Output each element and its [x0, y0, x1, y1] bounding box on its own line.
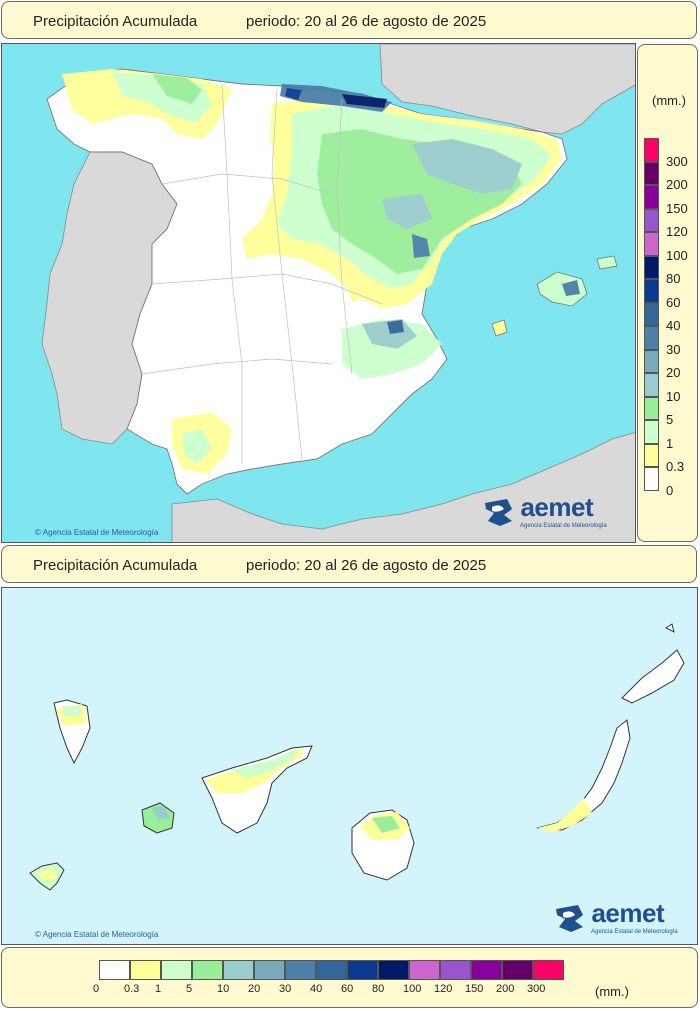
legend-unit: (mm.): [652, 93, 686, 108]
bottom-aemet-logo: aemet Agencia Estatal de Meteorología: [553, 898, 678, 935]
legend-swatch-h: [223, 960, 254, 980]
legend-swatch-h: [471, 960, 502, 980]
legend-label-h: 60: [341, 983, 354, 995]
legend-label-h: 1: [155, 983, 162, 995]
ibiza-island: [491, 319, 508, 337]
legend-label: 10: [666, 388, 681, 404]
canarias-map-svg: [29, 623, 685, 891]
legend-label-h: 40: [310, 983, 323, 995]
copyright-icon: ©: [35, 528, 41, 537]
top-credit-text: Agencia Estatal de Meteorología: [42, 528, 159, 537]
aemet-logo-sub: Agencia Estatal de Meteorología: [520, 522, 607, 529]
legend-swatch: [644, 138, 659, 162]
legend-swatch-h: [192, 960, 223, 980]
vertical-legend: (mm.) 300 200 150 120 100 80 60 40 30 20 10 5 1 0.3 0: [637, 44, 698, 542]
legend-label: 100: [666, 247, 688, 263]
legend-swatch: [644, 185, 659, 209]
legend-label: 0.3: [666, 459, 685, 474]
legend-label-h: 150: [465, 983, 484, 995]
top-title: Precipitación Acumulada: [33, 13, 198, 30]
legend-swatch: [644, 161, 659, 185]
legend-swatch-h: [502, 960, 533, 980]
legend-label-h: 200: [496, 983, 515, 995]
bottom-period: periodo: 20 al 26 de agosto de 2025: [246, 557, 487, 574]
legend-swatch: [644, 396, 659, 420]
islet-north: [665, 623, 675, 633]
aemet-logo-sub: Agencia Estatal de Meteorología: [591, 928, 678, 935]
canarias-map: © Agencia Estatal de Meteorología aemet …: [1, 587, 698, 945]
legend-swatch: [644, 373, 659, 397]
legend-label: 150: [666, 200, 688, 216]
top-period: periodo: 20 al 26 de agosto de 2025: [246, 13, 487, 30]
legend-swatch-h: [533, 960, 564, 980]
legend-swatch: [644, 255, 659, 279]
legend-swatch: [644, 279, 659, 303]
legend-swatch: [644, 420, 659, 444]
aemet-logo-word: aemet: [520, 492, 594, 522]
legend-label-h: 10: [217, 983, 230, 995]
legend-swatch-h: [99, 960, 130, 980]
legend-label-h: 300: [527, 983, 546, 995]
legend-label-h: 20: [248, 983, 261, 995]
africa-land: [171, 432, 635, 542]
legend-label-h: 5: [186, 983, 193, 995]
province-lines: [141, 83, 383, 464]
aemet-logo-icon: [485, 498, 512, 526]
bottom-credit-text: Agencia Estatal de Meteorología: [42, 930, 159, 939]
legend-swatch: [644, 443, 659, 467]
legend-unit-h: (mm.): [595, 984, 629, 999]
legend-label: 200: [666, 177, 688, 192]
legend-swatch-h: [440, 960, 471, 980]
legend-label: 20: [666, 365, 681, 380]
legend-label: 1: [666, 435, 674, 451]
legend-label: 30: [666, 341, 681, 357]
legend-label-h: 120: [434, 983, 453, 995]
legend-swatch-h: [161, 960, 192, 980]
legend-label: 0: [666, 482, 674, 498]
legend-label-h: 100: [403, 983, 422, 995]
mallorca-island: [536, 271, 588, 307]
legend-swatch: [644, 326, 659, 350]
legend-swatch-h: [254, 960, 285, 980]
legend-swatch: [644, 232, 659, 256]
tenerife-island: [201, 745, 313, 834]
top-title-bar: Precipitación Acumulada periodo: 20 al 2…: [1, 1, 697, 39]
top-aemet-logo: aemet Agencia Estatal de Meteorología: [482, 492, 607, 529]
bottom-credit: © Agencia Estatal de Meteorología: [35, 930, 158, 939]
top-credit: © Agencia Estatal de Meteorología: [35, 528, 158, 537]
legend-label-h: 0: [93, 983, 100, 995]
legend-label: 60: [666, 294, 681, 310]
legend-label-h: 0.3: [124, 983, 140, 995]
legend-label-h: 30: [279, 983, 292, 995]
legend-label: 40: [666, 318, 681, 333]
legend-label: 300: [666, 153, 688, 169]
aemet-logo-icon: [556, 904, 583, 932]
legend-swatch-h: [347, 960, 378, 980]
legend-swatch: [644, 208, 659, 232]
bottom-title-bar: Precipitación Acumulada periodo: 20 al 2…: [1, 545, 697, 583]
legend-swatch-h: [409, 960, 440, 980]
legend-swatch: [644, 349, 659, 373]
legend-swatch: [644, 302, 659, 326]
horizontal-legend: 0 0.3 1 5 10 20 30 40 60 80 100 120 150 200 300 (mm.): [1, 947, 698, 1008]
bottom-title: Precipitación Acumulada: [33, 557, 198, 574]
copyright-icon: ©: [35, 930, 41, 939]
legend-label: 5: [666, 412, 674, 427]
aemet-logo-word: aemet: [591, 898, 665, 928]
legend-swatch-h: [285, 960, 316, 980]
legend-swatch-h: [130, 960, 161, 980]
legend-swatch-h: [316, 960, 347, 980]
legend-swatch: [644, 467, 659, 491]
legend-label-h: 80: [372, 983, 385, 995]
precip-overlays: [62, 69, 580, 474]
lanzarote-island: [621, 649, 685, 704]
menorca-island: [596, 255, 618, 270]
legend-swatch-h: [378, 960, 409, 980]
peninsula-map-svg: [41, 44, 635, 542]
legend-label: 120: [666, 224, 688, 239]
legend-label: 80: [666, 271, 681, 286]
peninsula-map: © Agencia Estatal de Meteorología aemet …: [1, 43, 636, 543]
